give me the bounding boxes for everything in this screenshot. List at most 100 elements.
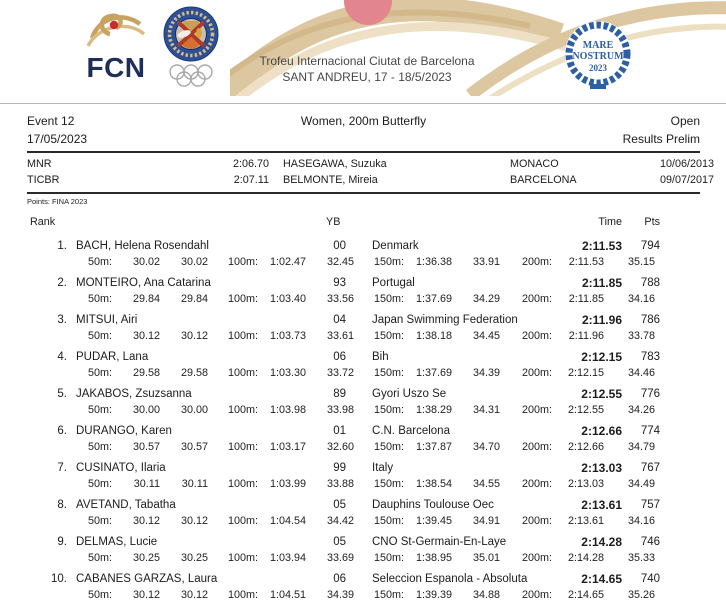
lap-time-200m: 35.26 [627,589,655,601]
split-time-100m: 1:02.47 [269,256,306,268]
points-value: 774 [640,425,660,437]
header-divider [0,103,726,104]
split-label-150m: 150m: [373,441,404,453]
header-rank: Rank [30,216,56,228]
lap-time-50m: 30.12 [180,589,208,601]
club-name: Portugal [372,277,415,289]
lap-time-200m: 34.26 [627,404,655,416]
lap-time-50m: 30.12 [180,515,208,527]
lap-time-200m: 34.16 [627,293,655,305]
split-time-200m: 2:13.61 [567,515,604,527]
year-of-birth: 93 [333,277,346,289]
split-row: 50m: 29.58 29.58 100m: 1:03.30 33.72 150… [27,367,700,380]
result-main-row: 4. PUDAR, Lana 06 Bih 2:12.15 783 [27,350,700,365]
lap-time-100m: 33.98 [326,404,354,416]
record-holder: BELMONTE, Mireia [283,174,378,186]
results-table: Rank YB Time Pts 1. BACH, Helena Rosenda… [27,216,700,602]
lap-time-50m: 30.11 [181,478,208,490]
event-round: Results Prelim [622,132,700,146]
split-row: 50m: 30.00 30.00 100m: 1:03.98 33.98 150… [27,404,700,417]
event-number: Event 12 [27,114,75,128]
lap-time-50m: 30.02 [180,256,208,268]
split-label-100m: 100m: [227,589,258,601]
split-label-200m: 200m: [521,515,552,527]
split-time-100m: 1:03.99 [269,478,306,490]
record-code: TICBR [27,174,60,186]
split-time-200m: 2:12.55 [567,404,604,416]
record-place: BARCELONA [510,174,577,186]
split-time-200m: 2:12.15 [567,367,604,379]
split-time-100m: 1:03.73 [269,330,306,342]
swimmer-name: PUDAR, Lana [76,351,149,363]
year-of-birth: 06 [333,573,346,585]
rank: 5. [57,388,67,400]
lap-time-200m: 34.46 [627,367,655,379]
points-value: 783 [640,351,660,363]
lap-time-200m: 35.33 [627,552,655,564]
lap-time-50m: 30.25 [180,552,208,564]
split-label-50m: 50m: [87,367,112,379]
split-time-200m: 2:13.03 [567,478,604,490]
swimmer-name: AVETAND, Tabatha [76,499,176,511]
lap-time-200m: 34.49 [627,478,655,490]
result-entry: 6. DURANGO, Karen 01 C.N. Barcelona 2:12… [27,424,700,454]
split-time-100m: 1:03.98 [269,404,306,416]
lap-time-150m: 34.45 [472,330,500,342]
split-time-50m: 30.25 [132,552,160,564]
lap-time-100m: 33.56 [326,293,354,305]
year-of-birth: 89 [333,388,346,400]
competition-title: Trofeu Internacional Ciutat de Barcelona… [246,53,488,85]
club-emblem-svg [163,6,219,87]
record-code: MNR [27,158,52,170]
rank: 6. [57,425,67,437]
split-time-200m: 2:14.28 [567,552,604,564]
result-main-row: 8. AVETAND, Tabatha 05 Dauphins Toulouse… [27,498,700,513]
final-time: 2:11.96 [581,313,622,327]
fcn-swirl-icon [86,13,146,47]
swimmer-name: JAKABOS, Zsuzsanna [76,388,192,400]
split-label-100m: 100m: [227,441,258,453]
olympic-rings-icon [169,64,213,87]
result-entry: 1. BACH, Helena Rosendahl 00 Denmark 2:1… [27,239,700,269]
club-name: CNO St-Germain-En-Laye [372,536,507,548]
swimmer-name: DELMAS, Lucie [76,536,158,548]
year-of-birth: 06 [333,351,346,363]
split-label-50m: 50m: [87,552,112,564]
rank: 8. [57,499,67,511]
record-holder: HASEGAWA, Suzuka [283,158,387,170]
split-label-200m: 200m: [521,256,552,268]
club-name: Gyori Uszo Se [372,388,447,400]
final-time: 2:12.66 [581,424,622,438]
lap-time-150m: 34.88 [472,589,500,601]
event-category: Open [670,114,700,128]
split-label-200m: 200m: [521,330,552,342]
results-body: 1. BACH, Helena Rosendahl 00 Denmark 2:1… [27,239,700,602]
split-label-50m: 50m: [87,441,112,453]
split-label-100m: 100m: [227,515,258,527]
badge-text-mare: MARE [583,40,614,51]
lap-time-100m: 34.42 [326,515,354,527]
lap-time-150m: 33.91 [472,256,500,268]
lap-time-50m: 30.57 [180,441,208,453]
competition-title-line1: Trofeu Internacional Ciutat de Barcelona [259,54,475,68]
year-of-birth: 05 [333,536,346,548]
swimmer-name: CABANES GARZAS, Laura [76,573,218,585]
lap-time-150m: 34.91 [472,515,500,527]
split-time-150m: 1:38.29 [415,404,452,416]
lap-time-50m: 29.84 [180,293,208,305]
split-label-200m: 200m: [521,293,552,305]
swimmer-name: CUSINATO, Ilaria [76,462,166,474]
split-row: 50m: 30.12 30.12 100m: 1:04.54 34.42 150… [27,515,700,528]
result-entry: 5. JAKABOS, Zsuzsanna 89 Gyori Uszo Se 2… [27,387,700,417]
split-time-50m: 30.57 [132,441,160,453]
swimmer-name: MONTEIRO, Ana Catarina [76,277,211,289]
page-header: FCN Trofeu Internacional Ciutat de Barce… [0,0,726,96]
final-time: 2:14.65 [581,572,622,586]
split-label-50m: 50m: [87,478,112,490]
record-place: MONACO [510,158,559,170]
split-label-200m: 200m: [521,367,552,379]
points-value: 786 [640,314,660,326]
club-name: Bih [372,351,389,363]
split-label-200m: 200m: [521,478,552,490]
